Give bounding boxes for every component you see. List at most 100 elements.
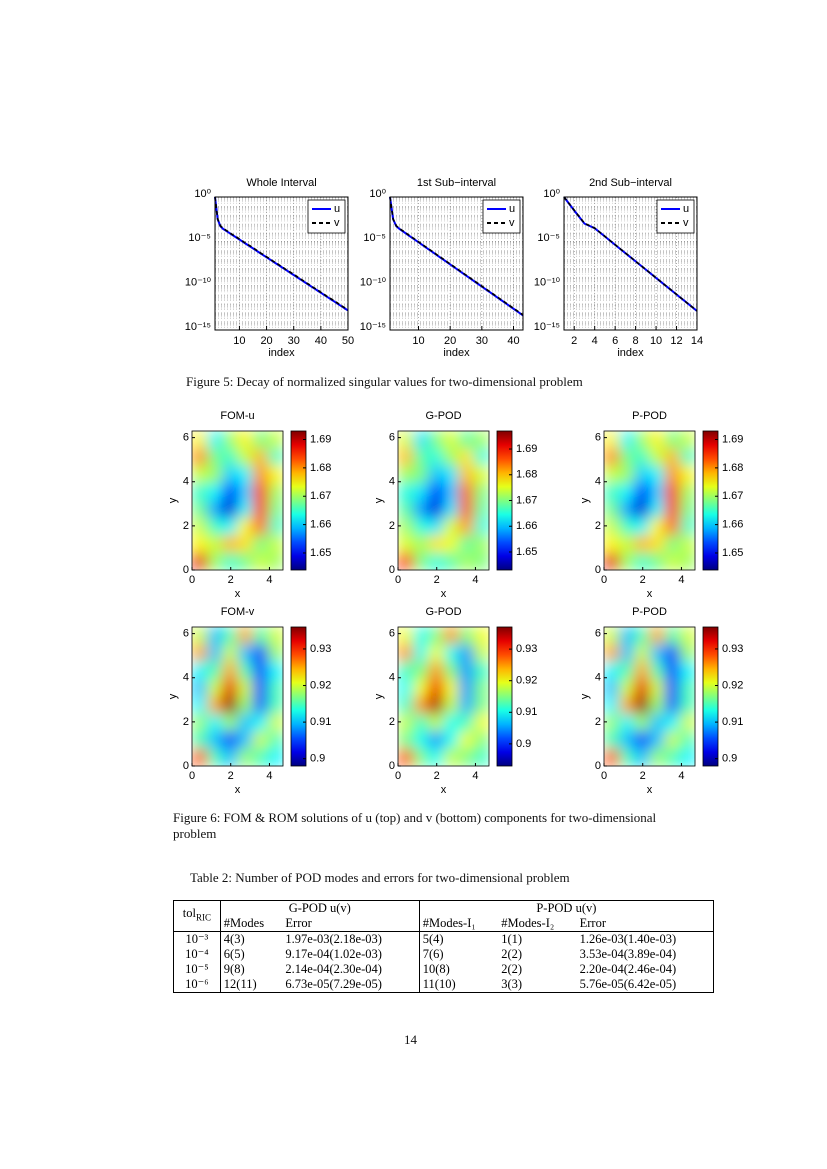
heatmap-cell xyxy=(649,627,666,645)
gpod-header: G-POD u(v) xyxy=(220,900,420,916)
heatmap-cell xyxy=(237,731,254,750)
heatmap-cell xyxy=(604,661,620,680)
chart-title: P-POD xyxy=(632,410,667,422)
heatmap-cell xyxy=(428,731,444,750)
y-tick-label: 2 xyxy=(183,716,189,728)
heatmap-cell xyxy=(679,644,696,663)
heatmap-cell xyxy=(443,627,460,645)
x-tick-label: 30 xyxy=(288,335,300,347)
y-tick-label: 10⁰ xyxy=(543,188,560,200)
heatmap-cell xyxy=(192,679,208,697)
heatmap-cell xyxy=(413,431,429,449)
heatmap-cell xyxy=(604,713,620,732)
table-cell: 4(3) xyxy=(223,932,245,946)
heatmap-cell xyxy=(679,661,696,680)
colorbar-tick-label: 0.93 xyxy=(516,643,537,655)
y-tick-label: 10⁻¹⁵ xyxy=(360,321,386,333)
tol-sub: RIC xyxy=(195,912,211,923)
heatmap-cell xyxy=(207,748,223,767)
colorbar xyxy=(290,430,307,571)
heatmap-cell xyxy=(649,465,666,484)
heatmap-cell xyxy=(207,535,223,554)
heatmap-cell xyxy=(634,679,650,697)
heatmap-cell xyxy=(428,748,444,767)
x-tick-label: 30 xyxy=(476,335,488,347)
table-cell: 3.53e-04(3.89e-04) xyxy=(579,947,677,961)
heatmap-cell xyxy=(207,731,223,750)
heatmap-cell xyxy=(443,535,460,554)
heatmap-cell xyxy=(664,552,681,571)
colorbar-tick-label: 1.68 xyxy=(516,469,537,481)
heatmap-cell xyxy=(192,431,208,449)
y-tick-label: 2 xyxy=(595,520,601,532)
heatmap-cell xyxy=(192,448,208,467)
heatmap-cell xyxy=(237,448,254,467)
heatmap-cell xyxy=(428,696,444,715)
heatmap-cell xyxy=(222,644,238,663)
legend xyxy=(307,199,346,234)
heatmap-cell xyxy=(398,465,414,484)
heatmap-cell xyxy=(473,627,490,645)
x-tick-label: 20 xyxy=(260,335,272,347)
table-cell: 1(1) xyxy=(501,932,523,946)
heatmap-cell xyxy=(473,731,490,750)
heatmap-cell xyxy=(634,431,650,449)
colorbar xyxy=(290,626,307,767)
x-tick-label: 0 xyxy=(601,770,607,782)
heatmap-cell xyxy=(679,535,696,554)
heatmap-cell xyxy=(413,679,429,697)
heatmap-cell xyxy=(619,483,635,501)
colorbar-tick-label: 1.67 xyxy=(310,490,331,502)
heatmap-cell xyxy=(634,517,650,536)
heatmap-cell xyxy=(222,748,238,767)
heatmap-cell xyxy=(192,465,208,484)
heatmap-cell xyxy=(207,448,223,467)
heatmap-cell xyxy=(222,483,238,501)
colorbar-tick-label: 1.67 xyxy=(722,490,743,502)
heatmap-cell xyxy=(664,517,681,536)
heatmap-cell xyxy=(443,731,460,750)
heatmap-cell xyxy=(252,661,269,680)
heatmap-cell xyxy=(207,500,223,519)
heatmap-cell xyxy=(207,679,223,697)
heatmap-cell xyxy=(192,552,208,571)
heatmap-cell xyxy=(604,748,620,767)
colorbar-tick-label: 0.92 xyxy=(516,675,537,687)
heatmap-cell xyxy=(222,517,238,536)
x-tick-label: 4 xyxy=(472,770,478,782)
heatmap-cell xyxy=(207,552,223,571)
y-tick-label: 6 xyxy=(183,432,189,444)
x-axis-label: index xyxy=(268,347,295,359)
figure5-caption: Figure 5: Decay of normalized singular v… xyxy=(186,374,583,389)
heatmap-cell xyxy=(619,448,635,467)
x-tick-label: 2 xyxy=(228,574,234,586)
colorbar-tick-label: 1.66 xyxy=(516,520,537,532)
heatmap-cell xyxy=(413,713,429,732)
heatmap-cell xyxy=(604,644,620,663)
heatmap-cell xyxy=(634,500,650,519)
heatmap-cell xyxy=(252,731,269,750)
heatmap-cell xyxy=(604,500,620,519)
heatmap-field xyxy=(192,431,284,571)
y-tick-label: 6 xyxy=(595,432,601,444)
heatmap-cell xyxy=(222,713,238,732)
heatmap-cell xyxy=(398,627,414,645)
heatmap-cell xyxy=(252,627,269,645)
colorbar-tick-label: 0.92 xyxy=(310,679,331,691)
heatmap-cell xyxy=(634,748,650,767)
plot-frame xyxy=(397,626,490,767)
heatmap-cell xyxy=(664,627,681,645)
colorbar-tick-label: 0.93 xyxy=(722,643,743,655)
table-caption: Table 2: Number of POD modes and errors … xyxy=(190,870,570,885)
x-axis-label: x xyxy=(441,784,447,796)
heatmap-cell xyxy=(458,713,475,732)
x-tick-label: 4 xyxy=(678,574,684,586)
heatmap-cell xyxy=(619,535,635,554)
heatmap-cell xyxy=(458,748,475,767)
heatmap-cell xyxy=(267,713,284,732)
x-tick-label: 14 xyxy=(691,335,703,347)
heatmap-cell xyxy=(619,627,635,645)
x-tick-label: 40 xyxy=(315,335,327,347)
heatmap-cell xyxy=(634,465,650,484)
heatmap-cell xyxy=(413,748,429,767)
